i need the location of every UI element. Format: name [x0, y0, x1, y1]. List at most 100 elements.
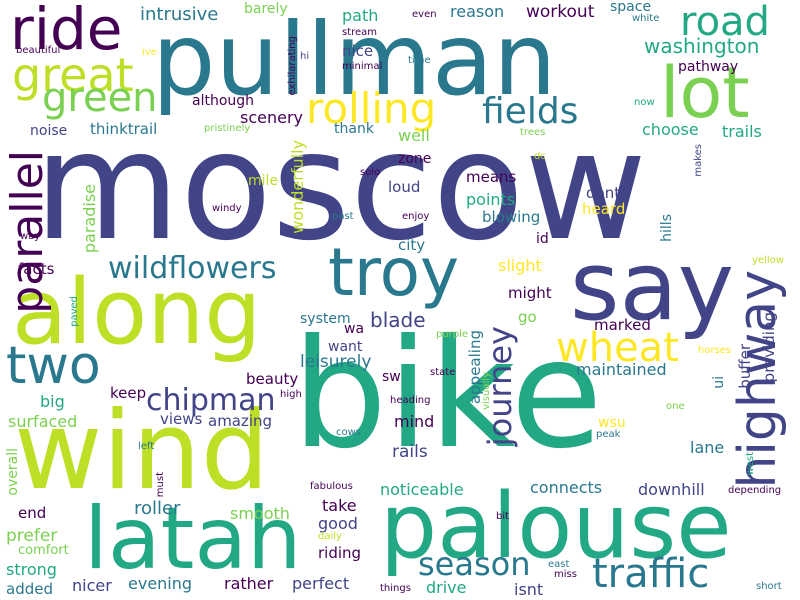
word-high: high [280, 389, 302, 400]
word-palouse: palouse [380, 474, 732, 579]
word-moscow: moscow [34, 100, 647, 274]
word-heading: heading [390, 395, 431, 406]
word-now: now [634, 97, 655, 108]
word-even: even [412, 9, 437, 20]
word-overall: overall [5, 448, 21, 496]
word-might: might [508, 284, 552, 302]
word-enjoy: enjoy [402, 211, 430, 222]
word-white: white [632, 13, 660, 24]
word-prefer: prefer [6, 526, 58, 546]
word-mind: mind [394, 412, 435, 431]
word-makes: makes [693, 144, 704, 177]
word-dont: dont [586, 184, 621, 202]
word-miss: miss [554, 569, 577, 580]
word-intrusive: intrusive [140, 4, 219, 25]
word-scenery: scenery [240, 108, 304, 127]
word-roller: roller [134, 498, 181, 519]
word-wind: wind [14, 389, 270, 514]
word-heard: heard [582, 200, 626, 218]
word-beautiful: beautiful [16, 45, 61, 56]
word-wa: wa [344, 321, 365, 337]
word-facts: facts [18, 260, 55, 278]
word-hills: hills [659, 214, 675, 242]
word-east: east [548, 559, 570, 570]
word-chipman: chipman [146, 383, 276, 418]
word-dc: dc [534, 151, 546, 162]
word-season: season [418, 545, 531, 583]
word-state: state [430, 367, 456, 378]
word-amazing: amazing [208, 412, 273, 430]
word-lane: lane [690, 438, 725, 457]
word-thank: thank [334, 121, 374, 137]
word-blade: blade [370, 308, 426, 332]
word-west: west [745, 452, 756, 476]
word-system: system [300, 311, 351, 327]
word-riding: riding [318, 544, 362, 562]
word-choose: choose [642, 120, 699, 139]
word-paradise: paradise [80, 184, 99, 254]
word-rolling: rolling [306, 84, 437, 133]
word-fields: fields [482, 91, 579, 132]
word-big: big [40, 392, 65, 411]
word-smooth: smooth [230, 504, 290, 523]
word-space: space [610, 0, 652, 15]
word-perfect: perfect [292, 574, 350, 593]
word-purple: purple [436, 329, 469, 340]
word-go: go [518, 308, 537, 326]
word-wonderfully: wonderfully [288, 140, 307, 234]
word-zone: zone [398, 151, 432, 167]
word-left: left [138, 441, 155, 452]
word-although: although [192, 93, 255, 109]
word-time: time [408, 55, 431, 66]
word-wsu: wsu [598, 415, 626, 431]
word-past: past [332, 211, 354, 222]
word-way: way [20, 231, 41, 242]
word-buffer: buffer [736, 344, 754, 389]
word-washington: washington [644, 34, 760, 58]
word-along: along [12, 260, 262, 365]
word-ride: ride [10, 0, 123, 63]
word-cows: cows [336, 427, 362, 438]
word-daily: daily [318, 531, 342, 542]
word-ui: ui [711, 376, 727, 389]
word-end: end [18, 504, 47, 522]
word-id: id [536, 231, 549, 247]
word-pathway: pathway [678, 59, 739, 75]
word-barely: barely [244, 1, 288, 17]
word-means: means [466, 168, 517, 186]
word-evening: evening [128, 574, 193, 593]
word-pullman: pullman [152, 1, 557, 118]
word-windy: windy [212, 203, 242, 214]
word-must: must [155, 472, 166, 498]
word-things: things [380, 583, 411, 594]
word-pristinely: pristinely [204, 123, 251, 134]
word-thinktrail: thinktrail [90, 120, 158, 138]
word-providing: providing [760, 312, 778, 383]
word-traffic: traffic [592, 551, 710, 597]
word-well: well [398, 126, 430, 145]
word-bike: bike [292, 308, 603, 482]
word-stream: stream [342, 27, 378, 38]
word-exhilarating: exhilarating [287, 36, 298, 96]
word-maintained: maintained [576, 360, 667, 379]
word-bit: bit [496, 511, 510, 522]
word-rails: rails [392, 442, 428, 462]
word-hi: hi [300, 51, 310, 62]
word-trees: trees [520, 127, 546, 138]
word-trails: trails [722, 122, 762, 141]
word-points: points [466, 190, 516, 209]
word-beauty: beauty [246, 370, 299, 388]
word-yellow: yellow [752, 255, 784, 266]
word-sw: sw [382, 369, 401, 385]
word-fabulous: fabulous [310, 481, 353, 492]
word-leisurely: leisurely [300, 352, 372, 372]
word-minimal: minimal [342, 61, 383, 72]
word-depending: depending [728, 485, 782, 496]
word-lot: lot [660, 52, 750, 134]
word-green: green [42, 75, 158, 121]
word-drive: drive [426, 578, 467, 597]
word-short: short [756, 581, 782, 592]
word-paved: paved [69, 296, 80, 327]
word-surfaced: surfaced [8, 412, 78, 431]
